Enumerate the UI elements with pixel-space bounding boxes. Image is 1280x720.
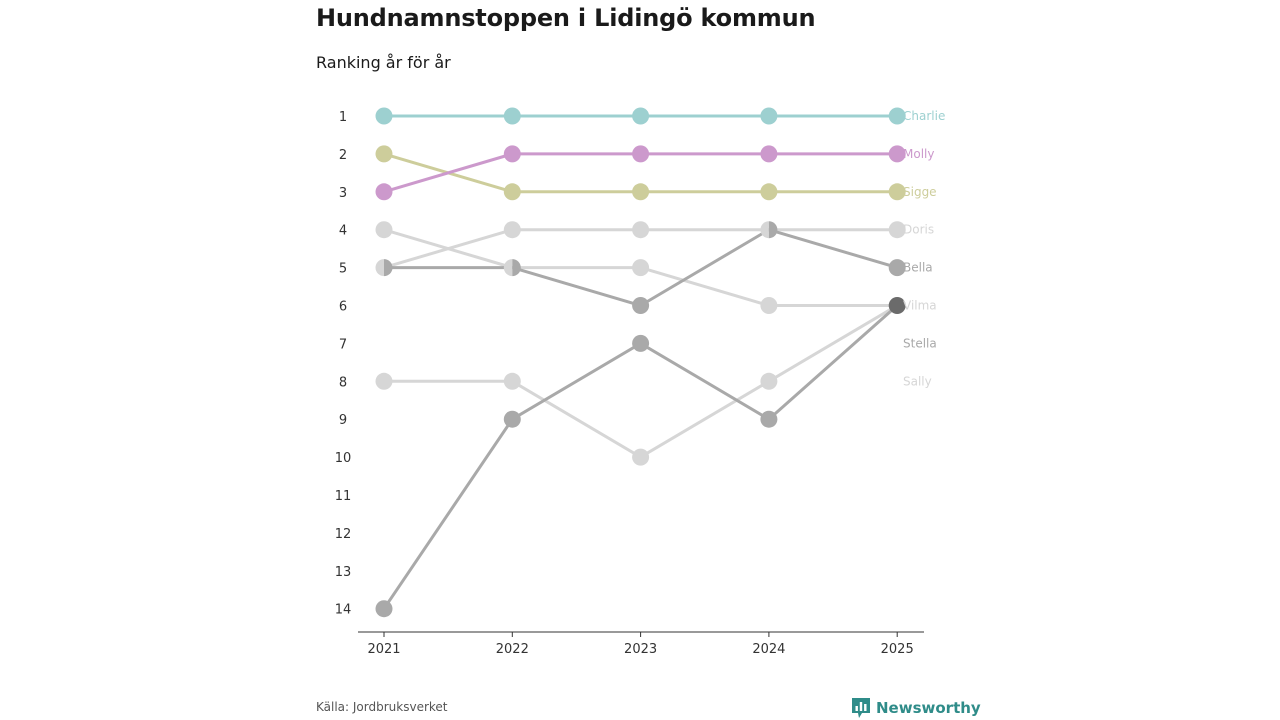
y-tick-label: 8 [339,375,347,390]
marker-charlie-2021 [375,107,393,125]
marker-charlie-2022 [503,107,521,125]
marker-sally-2024 [760,372,778,390]
marker-molly-2023 [632,145,650,163]
y-tick-label: 5 [339,262,347,277]
series-label-molly: Molly [903,147,934,161]
marker-stella-2023 [632,334,650,352]
marker-vilma-2021 [375,259,384,277]
y-tick-label: 1 [339,110,347,125]
marker-sally-2021 [375,372,393,390]
marker-bella-2025 [888,259,906,277]
chart-subtitle: Ranking år för år [316,53,451,72]
marker-doris-2023 [632,259,650,277]
series-label-bella: Bella [903,261,933,275]
newsworthy-logo-icon [852,698,870,718]
marker-charlie-2025 [888,107,906,125]
y-tick-label: 2 [339,148,347,163]
brand-logo[interactable]: Newsworthy [851,697,981,719]
marker-charlie-2023 [632,107,650,125]
marker-vilma-2025 [888,221,906,239]
marker-molly-2022 [503,145,521,163]
y-tick-label: 10 [335,451,352,466]
marker-vilma-2023 [632,221,650,239]
x-tick-label: 2024 [752,642,785,657]
marker-sigge-2022 [503,183,521,201]
y-tick-label: 6 [339,300,347,315]
x-tick-label: 2025 [881,642,914,657]
series-label-vilma: Vilma [903,299,937,313]
marker-doris-2021 [375,221,393,239]
marker-sigge-2024 [760,183,778,201]
marker-sally-2022 [503,372,521,390]
marker-doris-2022 [503,259,513,277]
y-tick-label: 9 [339,413,347,428]
marker-stella-2022 [503,410,521,428]
marker-tie-sally-doris-stella-2025 [888,297,906,314]
marker-bella-2021 [384,259,393,277]
marker-vilma-2024 [760,221,769,239]
series-labels: Sally Doris Vilma Stella Bella Sigge Molly Char… [903,109,945,388]
marker-molly-2021 [375,183,393,201]
series-label-sigge: Sigge [903,185,937,199]
chart-title: Hundnamnstoppen i Lidingö kommun [316,4,816,32]
y-tick-label: 7 [339,337,347,352]
x-tick-label: 2023 [624,642,657,657]
marker-doris-2024 [760,297,778,314]
marker-stella-2024 [760,410,778,428]
y-tick-label: 3 [339,186,347,201]
series-markers [375,107,906,618]
marker-charlie-2024 [760,107,778,125]
y-tick-label: 13 [335,565,352,580]
marker-bella-2023 [632,297,650,314]
source-note: Källa: Jordbruksverket [316,700,448,714]
marker-bella-2024 [768,221,778,239]
y-tick-label: 12 [335,527,352,542]
series-label-stella: Stella [903,336,937,350]
series-label-sally: Sally [903,374,932,388]
x-tick-label: 2022 [496,642,529,657]
y-tick-label: 4 [339,224,347,239]
series-label-charlie: Charlie [903,109,945,123]
marker-sigge-2023 [632,183,650,201]
y-tick-label: 14 [335,603,352,618]
series-line-sally [382,304,899,459]
x-tick-label: 2021 [367,642,400,657]
marker-bella-2022 [512,259,521,277]
marker-sally-2023 [632,448,650,466]
marker-molly-2024 [760,145,778,163]
marker-sigge-2025 [888,183,906,201]
marker-stella-2021 [375,600,393,618]
y-tick-label: 11 [335,489,352,504]
brand-name: Newsworthy [876,699,981,717]
x-axis: 2021 2022 2023 2024 2025 [358,631,924,657]
marker-sigge-2021 [375,145,393,163]
series-label-doris: Doris [903,223,934,237]
marker-vilma-2022 [503,221,521,239]
marker-molly-2025 [888,145,906,163]
